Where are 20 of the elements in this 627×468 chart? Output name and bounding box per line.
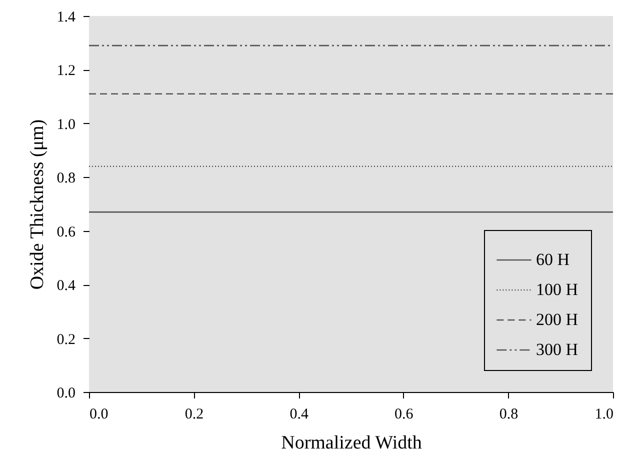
legend-label: 60 H [536, 250, 570, 269]
legend-label: 300 H [536, 340, 578, 359]
y-axis-title: Oxide Thickness (μm) [26, 119, 48, 290]
legend-label: 200 H [536, 310, 578, 329]
y-tick-label: 1.2 [56, 63, 76, 80]
y-tick-label: 0.2 [56, 332, 76, 348]
x-tick-label: 0.2 [184, 406, 204, 422]
y-tick-label: 0.6 [56, 224, 76, 240]
x-tick-label: 1.0 [594, 406, 614, 422]
y-tick-label: 1.0 [56, 116, 76, 133]
y-tick-label: 0.4 [56, 278, 76, 294]
y-tick-label: 0.8 [56, 170, 76, 187]
x-tick-label: 0.4 [290, 406, 309, 422]
y-tick-label: 0.0 [56, 386, 76, 402]
y-tick-label: 1.4 [56, 10, 76, 26]
x-tick-label: 0.8 [499, 406, 518, 422]
legend-label: 100 H [536, 280, 578, 299]
x-tick-label: 0.6 [394, 406, 414, 422]
x-axis-title: Normalized Width [281, 432, 422, 454]
x-tick-label: 0.0 [90, 406, 108, 422]
